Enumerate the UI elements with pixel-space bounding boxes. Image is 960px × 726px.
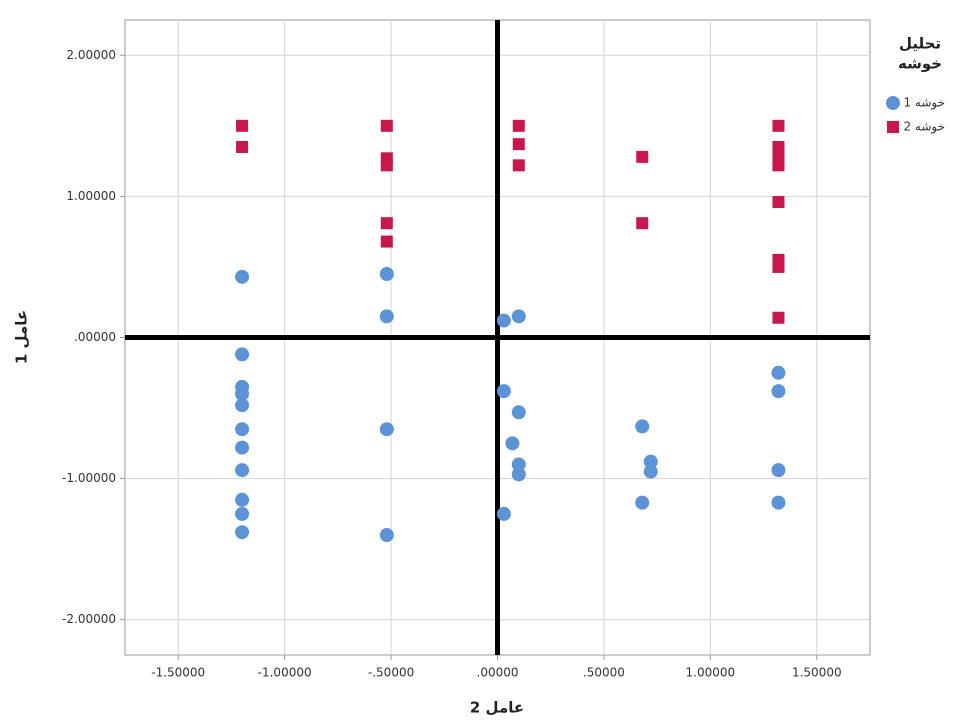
point xyxy=(235,422,249,436)
point xyxy=(512,405,526,419)
y-tick-label: .00000 xyxy=(74,330,116,344)
point xyxy=(235,463,249,477)
legend-label: خوشه 2 xyxy=(903,120,945,135)
point xyxy=(635,496,649,510)
point xyxy=(644,465,658,479)
point xyxy=(235,525,249,539)
point xyxy=(772,312,784,324)
legend-marker xyxy=(887,121,899,133)
point xyxy=(635,419,649,433)
chart: عامل 2 عامل 1 تحلیل خوشه -1.50000 -1.0000… xyxy=(0,0,960,726)
y-tick-label: -2.00000 xyxy=(62,612,116,626)
point xyxy=(512,467,526,481)
point xyxy=(235,270,249,284)
y-tick-label: 1.00000 xyxy=(66,189,116,203)
point xyxy=(513,120,525,132)
legend-label: خوشه 1 xyxy=(903,96,945,111)
point xyxy=(236,141,248,153)
point xyxy=(381,120,393,132)
point xyxy=(381,236,393,248)
point xyxy=(380,528,394,542)
point xyxy=(236,120,248,132)
point xyxy=(497,314,511,328)
point xyxy=(381,159,393,171)
x-tick-label: -.50000 xyxy=(368,666,414,680)
legend-title: خوشه xyxy=(898,55,942,73)
x-tick-label: -1.00000 xyxy=(258,666,312,680)
x-tick-label: .00000 xyxy=(477,666,519,680)
point xyxy=(380,422,394,436)
point xyxy=(636,217,648,229)
point xyxy=(497,384,511,398)
y-tick-label: -1.00000 xyxy=(62,471,116,485)
point xyxy=(512,309,526,323)
x-tick-label: 1.50000 xyxy=(792,666,842,680)
point xyxy=(772,159,784,171)
y-tick-label: 2.00000 xyxy=(66,48,116,62)
x-tick-label: 1.00000 xyxy=(686,666,736,680)
point xyxy=(772,196,784,208)
legend-marker xyxy=(886,96,900,110)
point xyxy=(235,507,249,521)
x-axis-label: عامل 2 xyxy=(470,699,524,717)
x-tick-label: .50000 xyxy=(583,666,625,680)
y-axis-label: عامل 1 xyxy=(13,310,31,364)
legend-title: تحلیل xyxy=(899,35,941,53)
point xyxy=(380,267,394,281)
point xyxy=(772,120,784,132)
point xyxy=(235,398,249,412)
point xyxy=(497,507,511,521)
point xyxy=(505,436,519,450)
point xyxy=(235,493,249,507)
point xyxy=(380,309,394,323)
point xyxy=(513,159,525,171)
point xyxy=(235,347,249,361)
point xyxy=(636,151,648,163)
point xyxy=(381,217,393,229)
point xyxy=(771,384,785,398)
point xyxy=(513,138,525,150)
point xyxy=(771,496,785,510)
point xyxy=(772,261,784,273)
point xyxy=(771,366,785,380)
point xyxy=(771,463,785,477)
point xyxy=(235,441,249,455)
x-tick-label: -1.50000 xyxy=(151,666,205,680)
